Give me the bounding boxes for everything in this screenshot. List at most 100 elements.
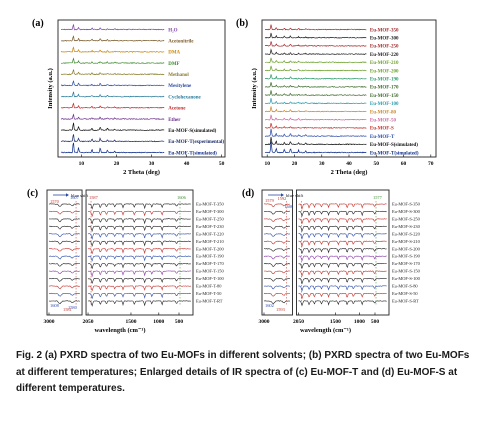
series-label: Eu-MOF-T-200 bbox=[196, 246, 224, 251]
data-series-line bbox=[48, 277, 80, 282]
data-series-line bbox=[263, 263, 291, 267]
series-label: Eu-MOF-T-250 bbox=[196, 216, 224, 221]
x-tick-label: 2050 bbox=[83, 319, 94, 325]
data-series-line bbox=[87, 285, 191, 292]
series-label: Eu-MOF-250 bbox=[370, 45, 399, 50]
data-series-line bbox=[48, 210, 80, 215]
series-label: Eu-MOF-S-170 bbox=[392, 261, 421, 266]
data-series-line bbox=[87, 248, 191, 255]
peak-annotation: 1608 bbox=[50, 303, 60, 308]
series-label: Acetonitrile bbox=[168, 39, 194, 44]
data-series-line bbox=[264, 48, 367, 55]
data-series-line bbox=[60, 69, 165, 76]
plot-frame-right bbox=[296, 189, 390, 316]
data-series-line bbox=[48, 233, 80, 237]
series-label: Eu-MOF-T-190 bbox=[196, 254, 224, 259]
series-label: Eu-MOF-T-210 bbox=[196, 239, 224, 244]
series-label: Eu-MOF-S-190 bbox=[392, 254, 421, 259]
x-tick-label: 3000 bbox=[259, 319, 270, 325]
data-series-line bbox=[264, 82, 367, 88]
data-series-line bbox=[298, 240, 387, 248]
data-series-line bbox=[263, 225, 291, 230]
x-tick-label: 20 bbox=[292, 161, 298, 167]
x-tick-label: 500 bbox=[175, 319, 184, 325]
data-series-line bbox=[298, 225, 387, 232]
data-series-line bbox=[298, 210, 387, 218]
data-series-line bbox=[263, 300, 291, 305]
series-label: Eu-MOF-170 bbox=[370, 86, 399, 91]
data-series-line bbox=[263, 210, 290, 215]
data-series-line bbox=[48, 300, 80, 305]
data-series-line bbox=[263, 292, 290, 297]
data-series-line bbox=[60, 122, 165, 132]
data-series-line bbox=[264, 106, 367, 113]
blue-shift-arrowhead bbox=[66, 193, 69, 197]
chart-panel-a: (a) Intensity (a.u.) 2 Theta (deg) 10 20 30 40… bbox=[32, 18, 226, 176]
panel-label: (d) bbox=[242, 188, 254, 199]
x-tick-label: 2050 bbox=[293, 319, 304, 325]
series-label: Eu-MOF-S(simulated) bbox=[370, 143, 418, 148]
peak-annotation: 1593 bbox=[276, 307, 286, 312]
series-label: Eu-MOF-S-200 bbox=[392, 246, 421, 251]
data-series-line bbox=[61, 80, 165, 87]
series-label: Eu-MOF-220 bbox=[370, 53, 399, 58]
data-series-line bbox=[48, 203, 80, 207]
data-series-line bbox=[87, 277, 191, 284]
series-label: Eu-MOF-T-80 bbox=[196, 284, 222, 289]
series-label: Eu-MOF-300 bbox=[370, 37, 399, 42]
series-label: Eu-MOF-T-230 bbox=[196, 224, 224, 229]
chart-panel-d: (d) wavelength (cm⁻¹) 3000 2050 1500 1000 500 b… bbox=[242, 188, 421, 334]
data-series-line bbox=[298, 218, 387, 225]
x-tick-label: 30 bbox=[319, 161, 325, 167]
y-axis-label: Intensity (a.u.) bbox=[47, 68, 54, 109]
data-series-line bbox=[87, 225, 191, 232]
data-series-line bbox=[298, 233, 387, 240]
series-label: Eu-MOF-80 bbox=[370, 110, 397, 115]
data-series-line bbox=[60, 134, 165, 143]
series-label: DMF bbox=[168, 62, 179, 67]
x-axis-label: wavelength (cm⁻¹) bbox=[94, 327, 145, 334]
series-label: Eu-MOF-S-230 bbox=[392, 224, 421, 229]
peak-annotation: 1606 bbox=[284, 204, 294, 209]
data-series-line bbox=[263, 240, 291, 245]
series-label: Eu-MOF-100 bbox=[370, 102, 399, 107]
data-series-line bbox=[264, 128, 367, 137]
x-axis-label: wavelength (cm⁻¹) bbox=[300, 327, 351, 334]
series-label: Eu-MOF-S-250 bbox=[392, 216, 421, 221]
series-label: Eu-MOF-S-80 bbox=[392, 284, 418, 289]
data-series-line bbox=[264, 32, 367, 39]
data-series-line bbox=[48, 263, 80, 267]
series-label: Eu-MOF-T-RT bbox=[196, 299, 223, 304]
series-label: Ether bbox=[168, 118, 181, 123]
data-series-line bbox=[87, 255, 192, 262]
series-label: Eu-MOF-S-220 bbox=[392, 231, 421, 236]
peak-annotation: 1607 bbox=[70, 195, 80, 200]
x-tick-label: 1000 bbox=[354, 319, 365, 325]
data-series-line bbox=[87, 292, 191, 300]
peak-annotation: 1592 bbox=[277, 196, 286, 201]
series-label: Acetone bbox=[168, 107, 186, 112]
series-label: H₂O bbox=[168, 28, 177, 33]
y-axis-label: Intensity (a.u.) bbox=[251, 68, 258, 109]
x-tick-label: 10 bbox=[264, 161, 270, 167]
data-series-line bbox=[298, 263, 387, 270]
series-label: Eu-MOF-S-300 bbox=[392, 209, 421, 214]
data-series-line bbox=[263, 270, 290, 275]
series-label: Eu-MOF-50 bbox=[370, 119, 397, 124]
series-label: Eu-MOF-350 bbox=[370, 28, 399, 33]
peak-annotation: 1580 bbox=[68, 305, 78, 310]
data-series-line bbox=[298, 300, 387, 307]
data-series-line bbox=[48, 285, 80, 290]
peak-annotation: 1587 bbox=[89, 195, 99, 200]
x-tick-label: 1000 bbox=[153, 319, 164, 325]
x-tick-label: 20 bbox=[114, 161, 120, 167]
data-series-line bbox=[88, 218, 191, 225]
data-series-line bbox=[263, 248, 291, 252]
data-series-line bbox=[61, 23, 165, 31]
x-tick-label: 30 bbox=[149, 161, 155, 167]
blue-shift-label: blue shift bbox=[71, 193, 89, 198]
chart-panel-c: (c) wavelength (cm⁻¹) 3000 2050 1500 1000 500 b… bbox=[27, 188, 224, 334]
series-label: Eu-MOF-T(simulated) bbox=[168, 151, 217, 156]
series-label: Eu-MOF-S-350 bbox=[392, 202, 421, 207]
data-series-line bbox=[48, 248, 80, 252]
